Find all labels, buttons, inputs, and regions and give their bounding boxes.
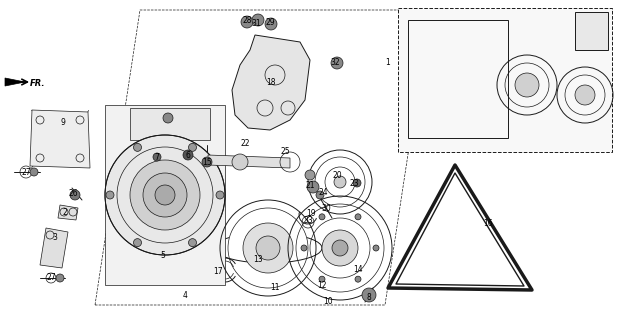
Circle shape: [301, 245, 307, 251]
Text: 32: 32: [330, 58, 340, 67]
Text: 4: 4: [183, 291, 187, 300]
Circle shape: [105, 135, 225, 255]
Polygon shape: [208, 155, 290, 168]
Text: 1: 1: [386, 58, 391, 67]
Circle shape: [153, 153, 161, 161]
Circle shape: [70, 190, 80, 200]
Text: 17: 17: [213, 267, 223, 276]
Circle shape: [362, 288, 376, 302]
Text: 11: 11: [270, 284, 280, 292]
Circle shape: [575, 85, 595, 105]
Polygon shape: [5, 78, 25, 86]
Text: 30: 30: [321, 204, 331, 212]
Polygon shape: [232, 35, 310, 130]
Text: 5: 5: [160, 252, 165, 260]
Text: 22: 22: [240, 139, 250, 148]
Circle shape: [307, 181, 319, 193]
Circle shape: [155, 185, 175, 205]
Text: 28: 28: [242, 15, 251, 25]
Text: 12: 12: [317, 281, 327, 290]
Circle shape: [319, 276, 325, 282]
Circle shape: [353, 179, 361, 187]
Text: 25: 25: [280, 147, 290, 156]
Text: 33: 33: [303, 215, 313, 225]
Circle shape: [355, 276, 361, 282]
Circle shape: [515, 73, 539, 97]
Text: 20: 20: [332, 171, 342, 180]
Circle shape: [355, 214, 361, 220]
Text: 7: 7: [155, 153, 160, 162]
Text: 21: 21: [305, 180, 314, 189]
Text: 15: 15: [202, 157, 212, 166]
Text: 2: 2: [62, 207, 67, 217]
Circle shape: [216, 191, 224, 199]
Circle shape: [130, 160, 200, 230]
Polygon shape: [398, 8, 612, 152]
Circle shape: [332, 240, 348, 256]
Text: 8: 8: [367, 293, 371, 302]
Circle shape: [56, 274, 64, 282]
Circle shape: [319, 214, 325, 220]
Text: 31: 31: [251, 19, 261, 28]
Circle shape: [243, 223, 293, 273]
Polygon shape: [30, 110, 90, 168]
Text: 9: 9: [61, 117, 66, 126]
Text: 23: 23: [349, 179, 359, 188]
Circle shape: [373, 245, 379, 251]
Text: 10: 10: [323, 298, 333, 307]
Circle shape: [316, 191, 324, 199]
Polygon shape: [40, 228, 68, 268]
Polygon shape: [58, 205, 78, 220]
Circle shape: [305, 170, 315, 180]
Text: 16: 16: [483, 219, 493, 228]
Circle shape: [143, 173, 187, 217]
Text: 26: 26: [68, 188, 78, 197]
Text: 27: 27: [21, 167, 31, 177]
Circle shape: [188, 143, 197, 151]
Text: 19: 19: [306, 209, 316, 218]
Text: 14: 14: [353, 266, 363, 275]
Text: FR.: FR.: [30, 78, 46, 87]
Text: 27: 27: [46, 274, 56, 283]
Polygon shape: [575, 12, 608, 50]
Polygon shape: [105, 105, 225, 285]
Circle shape: [322, 230, 358, 266]
Circle shape: [163, 113, 173, 123]
Text: 3: 3: [52, 233, 57, 242]
Circle shape: [331, 57, 343, 69]
Text: 29: 29: [265, 18, 275, 27]
Circle shape: [241, 16, 253, 28]
Circle shape: [134, 239, 142, 247]
Circle shape: [134, 143, 142, 151]
Circle shape: [232, 154, 248, 170]
Text: 6: 6: [185, 150, 190, 159]
Circle shape: [106, 191, 114, 199]
Circle shape: [202, 157, 212, 167]
Circle shape: [188, 239, 197, 247]
Circle shape: [30, 168, 38, 176]
Text: 13: 13: [253, 255, 263, 265]
Circle shape: [334, 176, 346, 188]
Circle shape: [252, 14, 264, 26]
Text: 18: 18: [266, 77, 276, 86]
Circle shape: [265, 18, 277, 30]
Circle shape: [183, 150, 193, 160]
Text: 24: 24: [318, 188, 328, 196]
Circle shape: [256, 236, 280, 260]
Polygon shape: [130, 108, 210, 140]
